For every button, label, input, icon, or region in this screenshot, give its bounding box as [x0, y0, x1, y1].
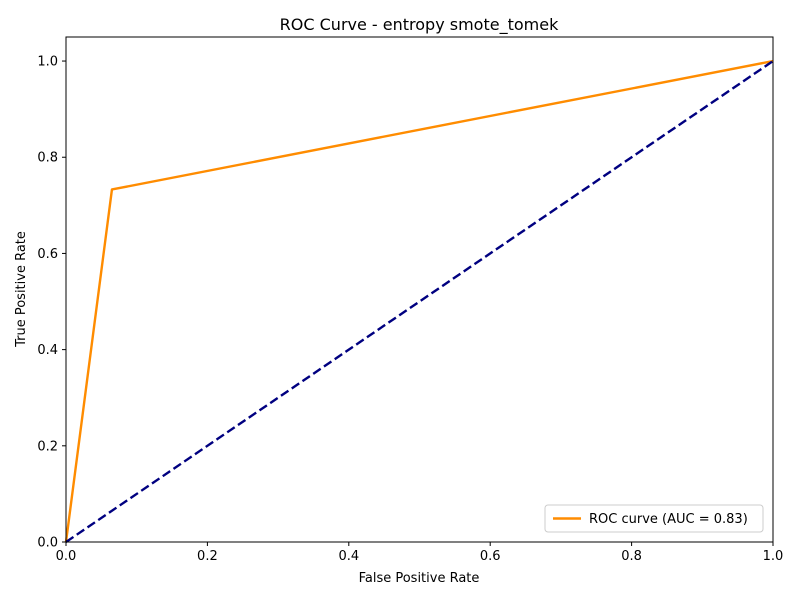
roc-curve-line	[64, 59, 774, 543]
series-layer	[64, 59, 774, 543]
x-tick-label: 0.0	[56, 549, 77, 564]
legend-box	[544, 504, 764, 533]
legend: ROC curve (AUC = 0.83)	[544, 504, 764, 533]
x-tick-label: 0.6	[480, 549, 501, 564]
x-axis-ticks: 0.0 0.2 0.4 0.6 0.8 1.0	[56, 542, 784, 564]
x-tick-label: 0.8	[621, 549, 642, 564]
y-tick-label: 0.0	[37, 536, 58, 551]
y-tick-label: 0.8	[37, 151, 58, 166]
y-tick-label: 0.6	[37, 247, 58, 262]
x-tick-label: 0.2	[197, 549, 218, 564]
y-tick-label: 0.4	[37, 343, 58, 358]
plot-frame	[65, 36, 774, 543]
chance-diagonal-line	[65, 60, 774, 543]
x-tick-label: 0.4	[338, 549, 359, 564]
y-axis-label: True Positive Rate	[14, 231, 29, 348]
x-tick-label: 1.0	[763, 549, 784, 564]
y-axis-ticks: 0.0 0.2 0.4 0.6 0.8 1.0	[37, 55, 66, 551]
legend-label: ROC curve (AUC = 0.83)	[589, 512, 748, 527]
x-axis-label: False Positive Rate	[359, 571, 480, 586]
y-tick-label: 1.0	[37, 55, 58, 70]
y-tick-label: 0.2	[37, 439, 58, 454]
chart-title: ROC Curve - entropy smote_tomek	[280, 15, 559, 35]
